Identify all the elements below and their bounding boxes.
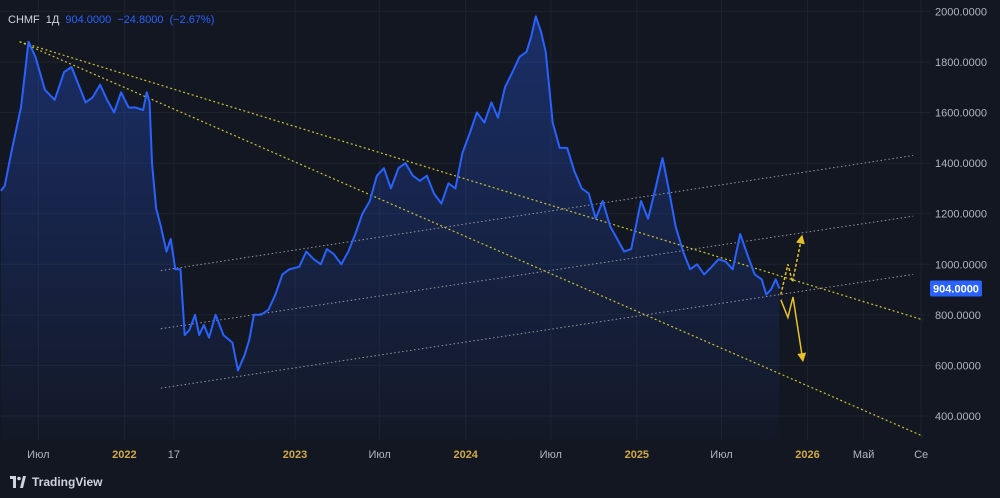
time-tick-label: 2026 [795, 449, 819, 461]
descending-trendline [19, 41, 924, 321]
channel-line [160, 215, 914, 330]
forecast-arrow-zigzag-down [780, 296, 807, 363]
time-tick-label: Май [853, 449, 875, 461]
price-axis-background [930, 0, 1000, 440]
trendlines[interactable] [19, 41, 924, 437]
price-tick-label: 1800.0000 [935, 57, 987, 69]
price-tick-label: 1400.0000 [935, 158, 987, 170]
price-axis[interactable]: 400.0000 600.0000 800.0000 1000.0000 1200.00… [935, 6, 987, 423]
channel-line [160, 155, 914, 272]
time-tick-label: 17 [168, 449, 180, 461]
channel-lines[interactable] [160, 155, 914, 389]
time-tick-label: 2024 [453, 449, 478, 461]
price-tick-label: 2000.0000 [935, 6, 987, 18]
brand-name: TradingView [32, 475, 103, 489]
price-tick-label: 1000.0000 [935, 259, 987, 271]
price-area [0, 16, 780, 441]
time-tick-label: Се [914, 449, 928, 461]
price-tick-label: 800.0000 [935, 310, 981, 322]
channel-line [160, 273, 914, 389]
time-tick-label: 2023 [283, 449, 307, 461]
time-tick-label: Июл [540, 449, 562, 461]
time-tick-label: Июл [27, 449, 49, 461]
price-tick-label: 1600.0000 [935, 108, 987, 120]
price-area-fill [0, 16, 780, 441]
price-tick-label: 600.0000 [935, 360, 981, 372]
price-tick-label: 400.0000 [935, 411, 981, 423]
legend-interval: 1Д [45, 14, 60, 26]
forecast-arrows[interactable] [780, 234, 807, 363]
time-tick-label: 2025 [625, 449, 649, 461]
current-price-tag-bg [930, 280, 982, 297]
price-tick-label: 1200.0000 [935, 209, 987, 221]
legend-change-percent: (−2.67%) [169, 14, 215, 26]
legend-last-price: 904.0000 [65, 14, 112, 26]
legend-change: −24.8000 [117, 14, 164, 26]
tradingview-logo-icon [10, 476, 26, 488]
price-line [0, 15, 781, 372]
time-axis[interactable]: Июл 2022 17 2023 Июл 2024 Июл 2025 Июл 2026 Май Се [27, 449, 928, 461]
tradingview-brand[interactable]: TradingView [10, 475, 102, 489]
forecast-arrow-zigzag-up [780, 234, 805, 295]
current-price-label: 904.0000 [933, 284, 979, 296]
time-tick-label: Июл [710, 449, 732, 461]
current-price-tag: 904.0000 [930, 280, 982, 297]
symbol-legend[interactable]: CHMF 1Д 904.0000 −24.8000 (−2.67%) [8, 14, 214, 26]
time-tick-label: 2022 [112, 449, 136, 461]
price-series [0, 15, 781, 372]
legend-symbol: CHMF [8, 14, 40, 26]
time-tick-label: Июл [368, 449, 390, 461]
